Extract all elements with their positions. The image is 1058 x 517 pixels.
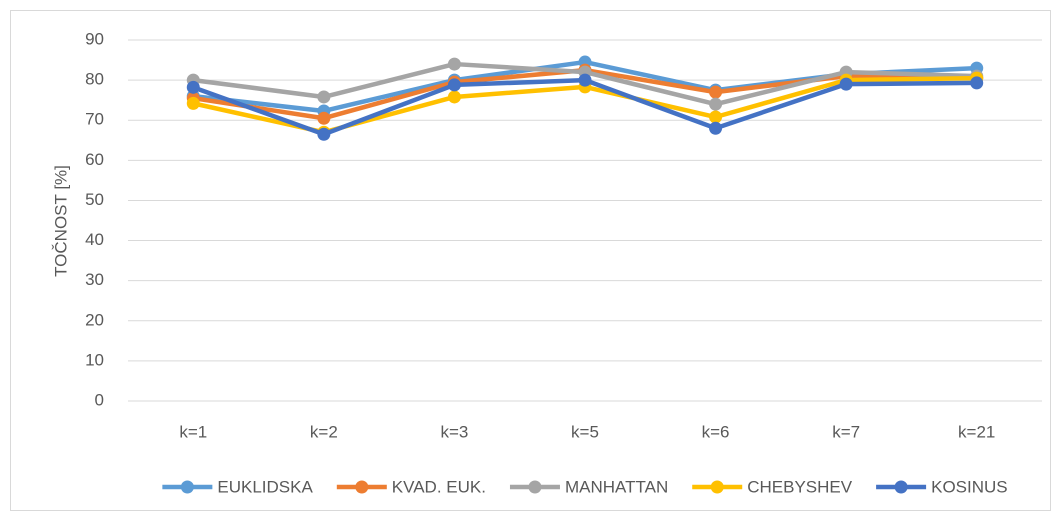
legend-item: KVAD. EUK. <box>336 477 486 496</box>
point <box>317 111 331 125</box>
point <box>970 76 984 90</box>
point <box>317 90 331 104</box>
legend-marker <box>355 480 369 494</box>
y-tick-label: 20 <box>85 310 104 329</box>
point <box>317 127 331 141</box>
legend-label: MANHATTAN <box>565 477 668 496</box>
point <box>447 78 461 92</box>
x-tick-label: k=21 <box>958 422 995 441</box>
point <box>186 80 200 94</box>
point <box>709 85 723 99</box>
y-tick-label: 90 <box>85 29 104 48</box>
point <box>447 57 461 71</box>
point <box>839 77 853 91</box>
x-tick-label: k=2 <box>310 422 338 441</box>
y-tick-label: 50 <box>85 190 104 209</box>
legend-marker <box>180 480 194 494</box>
y-tick-label: 40 <box>85 230 104 249</box>
legend-label: EUKLIDSKA <box>217 477 313 496</box>
legend-label: KOSINUS <box>931 477 1008 496</box>
point <box>186 96 200 110</box>
legend-marker <box>528 480 542 494</box>
y-tick-label: 70 <box>85 110 104 129</box>
y-tick-label: 0 <box>95 390 104 409</box>
legend-label: KVAD. EUK. <box>392 477 486 496</box>
legend-item: MANHATTAN <box>509 477 668 496</box>
point <box>709 110 723 124</box>
y-tick-label: 10 <box>85 350 104 369</box>
legend-item: EUKLIDSKA <box>162 477 313 496</box>
y-axis-label: TOČNOST [%] <box>51 165 70 277</box>
x-tick-label: k=6 <box>702 422 730 441</box>
point <box>578 73 592 87</box>
legend-marker <box>894 480 908 494</box>
x-tick-label: k=7 <box>832 422 860 441</box>
point <box>447 90 461 104</box>
x-tick-label: k=1 <box>179 422 207 441</box>
legend-marker <box>710 480 724 494</box>
y-tick-label: 80 <box>85 70 104 89</box>
y-tick-label: 60 <box>85 150 104 169</box>
legend-label: CHEBYSHEV <box>747 477 853 496</box>
point <box>709 121 723 135</box>
y-tick-label: 30 <box>85 270 104 289</box>
legend-item: CHEBYSHEV <box>692 477 853 496</box>
x-tick-label: k=5 <box>571 422 599 441</box>
x-tick-label: k=3 <box>440 422 468 441</box>
legend-item: KOSINUS <box>876 477 1008 496</box>
chart-border <box>10 10 1051 511</box>
point <box>709 97 723 111</box>
